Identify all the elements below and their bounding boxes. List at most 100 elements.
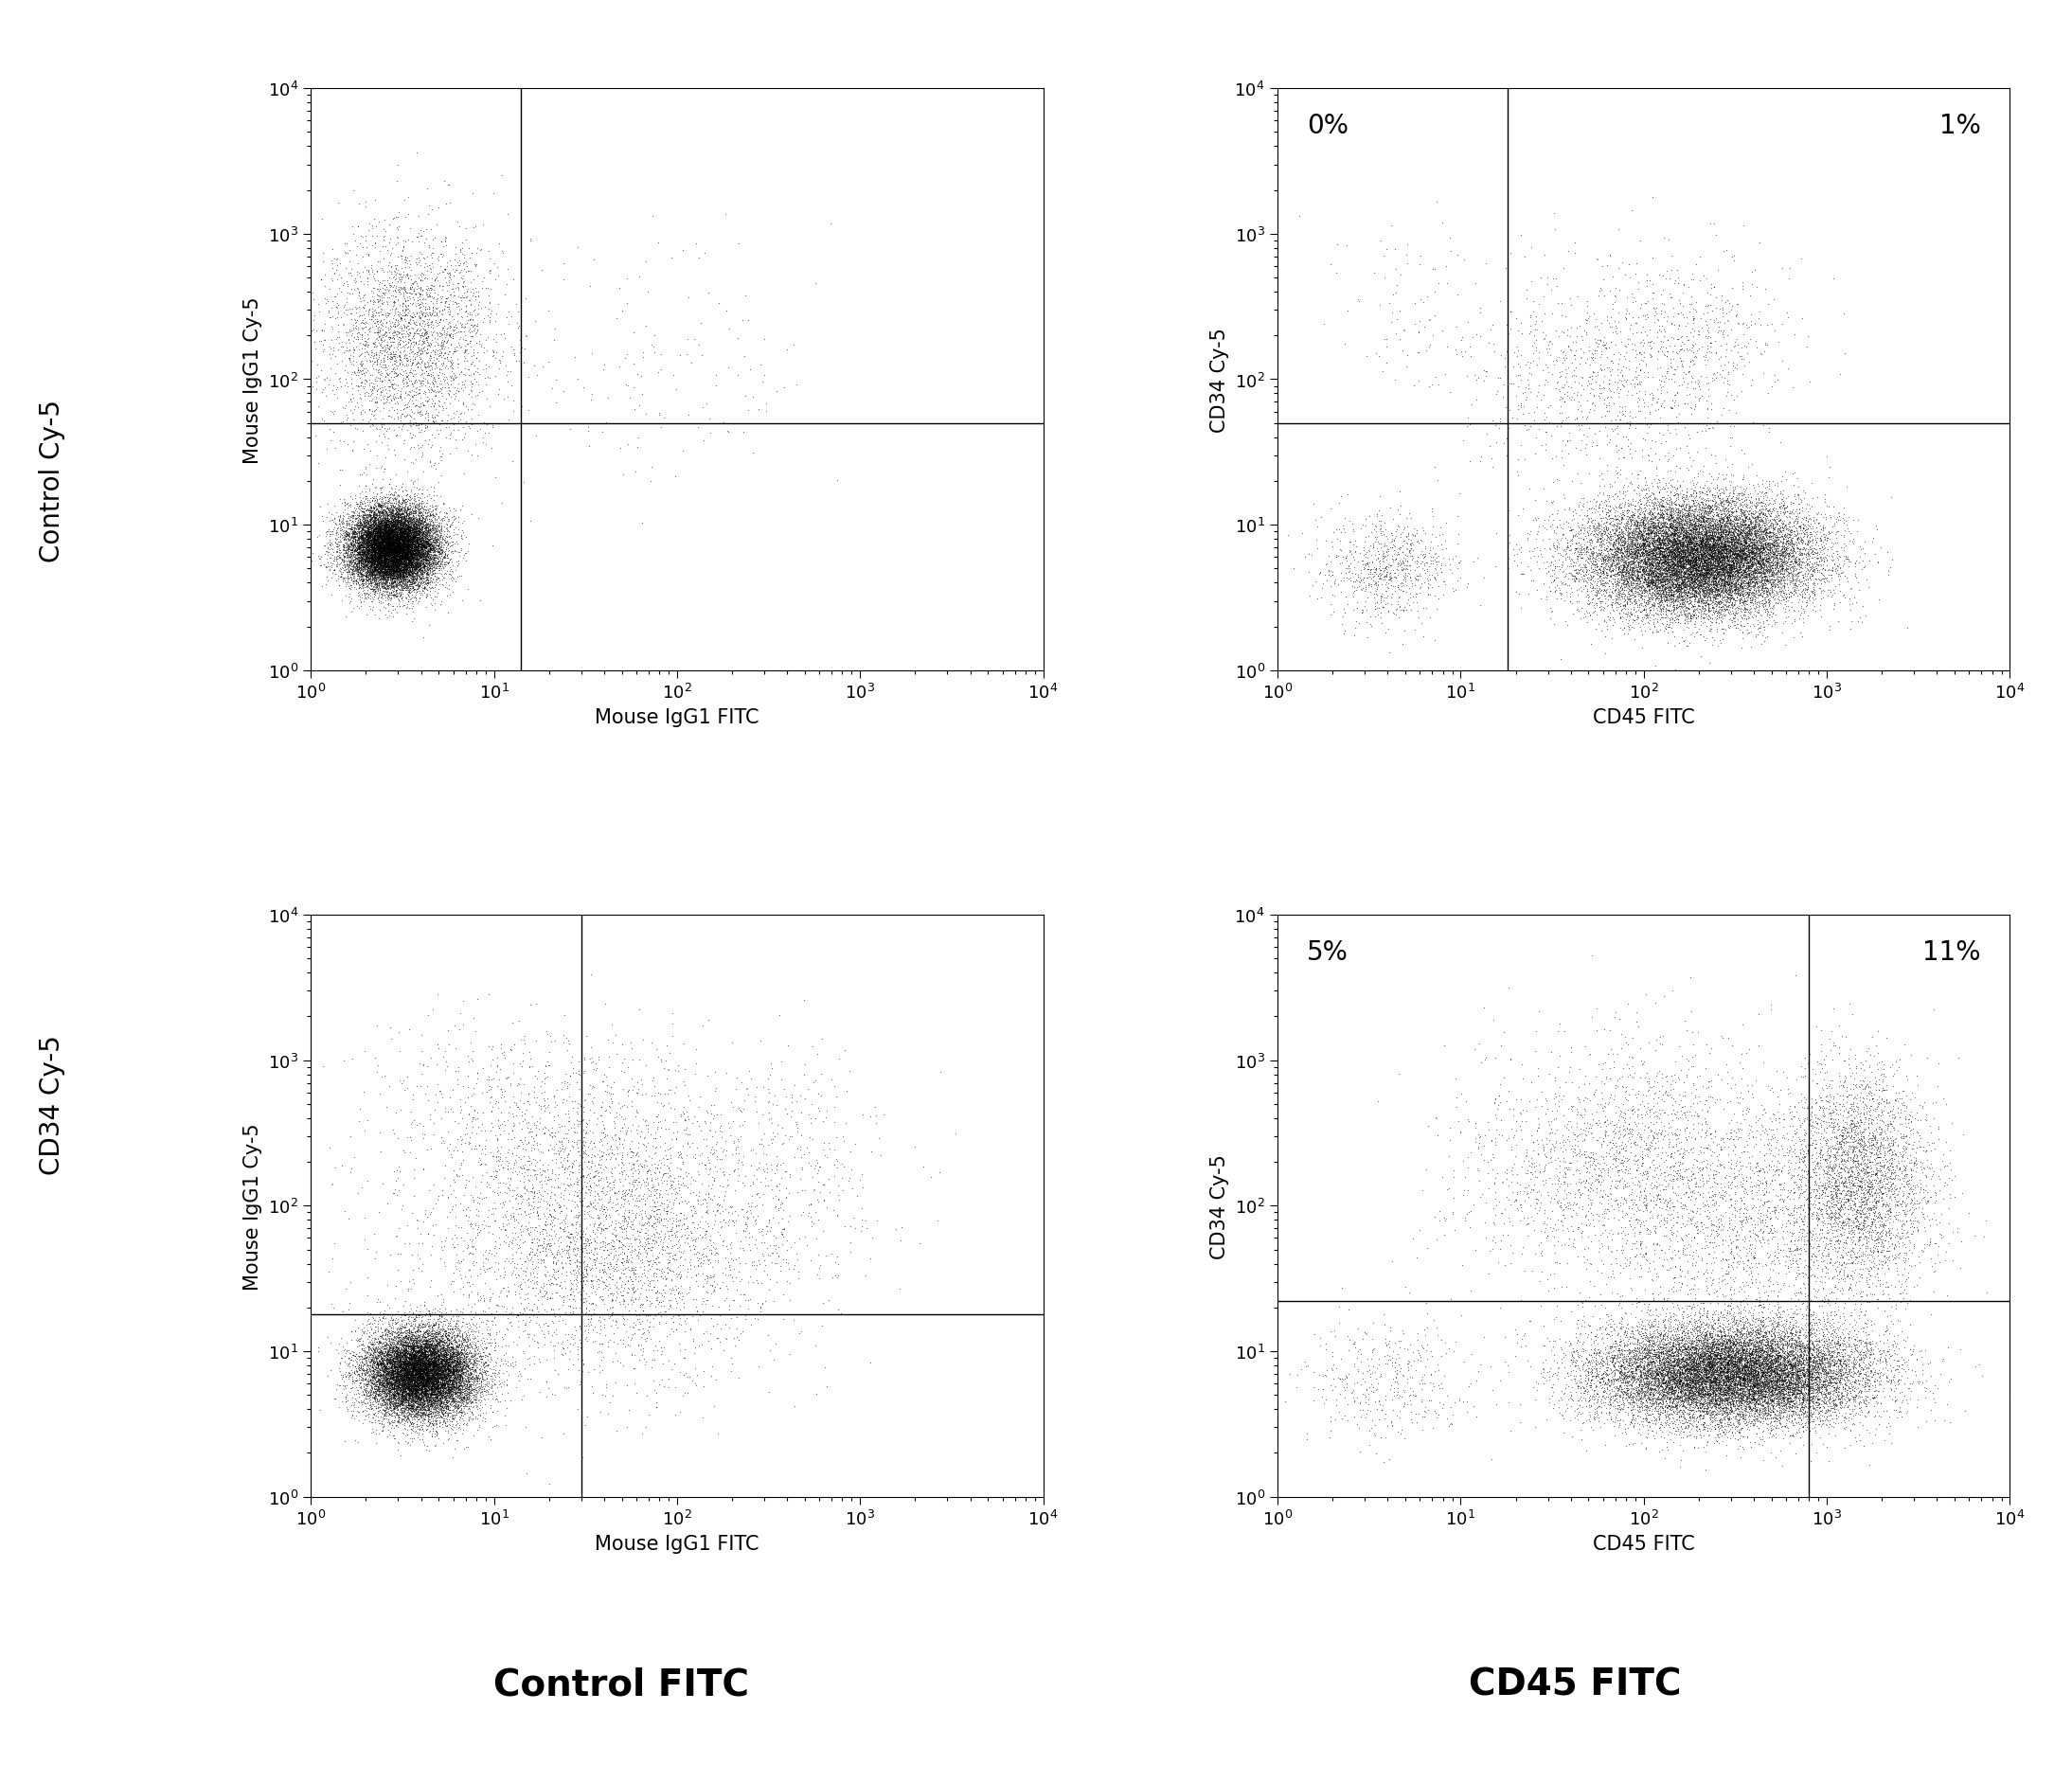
Point (365, 547, 398, 576)
Point (367, 1385, 400, 1413)
Point (354, 536, 387, 565)
Point (1643, 1320, 1676, 1349)
Point (1653, 1394, 1687, 1422)
Point (412, 501, 445, 529)
Point (1828, 1187, 1861, 1215)
Point (1850, 1342, 1883, 1370)
Point (1722, 1392, 1755, 1420)
Point (410, 1331, 443, 1360)
Point (431, 406, 464, 435)
Point (1726, 1367, 1759, 1395)
Point (669, 1107, 702, 1135)
Point (1587, 1381, 1620, 1410)
Point (1852, 1365, 1886, 1394)
Point (1658, 592, 1691, 620)
Point (1854, 1340, 1888, 1369)
Point (1695, 1320, 1728, 1349)
Point (373, 531, 406, 560)
Point (1672, 533, 1705, 561)
Point (1732, 453, 1765, 481)
Point (1631, 1099, 1664, 1128)
Point (373, 1358, 406, 1386)
Point (361, 314, 394, 342)
Point (1664, 1413, 1697, 1442)
Point (1598, 572, 1631, 601)
Point (1680, 565, 1714, 593)
Point (1610, 576, 1643, 604)
Point (383, 515, 416, 544)
Point (1380, 1381, 1413, 1410)
Point (392, 531, 425, 560)
Point (1716, 1247, 1749, 1276)
Point (383, 524, 416, 552)
Point (1745, 1376, 1778, 1404)
Point (1697, 529, 1730, 558)
Point (344, 1374, 377, 1402)
Point (1753, 1354, 1786, 1383)
Point (396, 544, 429, 572)
Point (1784, 1171, 1817, 1199)
Point (1705, 1267, 1738, 1296)
Point (1782, 1386, 1815, 1415)
Point (1587, 1347, 1620, 1376)
Point (1726, 1338, 1759, 1367)
Point (1374, 212, 1407, 241)
Point (1639, 520, 1672, 549)
Point (398, 542, 431, 570)
Point (1697, 1224, 1730, 1253)
Point (1600, 522, 1633, 551)
Point (398, 1374, 431, 1402)
Point (1830, 1128, 1863, 1157)
Point (1879, 1124, 1912, 1153)
Point (1674, 584, 1707, 613)
Point (400, 567, 433, 595)
Point (1699, 597, 1732, 625)
Point (365, 567, 398, 595)
Point (1749, 1381, 1782, 1410)
Point (412, 1331, 445, 1360)
Point (338, 540, 371, 568)
Point (1668, 549, 1701, 577)
Point (402, 542, 435, 570)
Point (367, 540, 400, 568)
Point (1767, 1392, 1801, 1420)
Point (1798, 1114, 1832, 1142)
Point (1740, 1369, 1774, 1397)
Point (350, 513, 383, 542)
Point (1705, 1345, 1738, 1374)
Point (1778, 1369, 1811, 1397)
Point (363, 365, 396, 394)
Point (1486, 1199, 1519, 1228)
Point (1660, 1372, 1693, 1401)
Point (350, 529, 383, 558)
Point (412, 1320, 445, 1349)
Point (1757, 1214, 1790, 1242)
Point (607, 1091, 640, 1119)
Point (1836, 1149, 1869, 1178)
Point (1732, 1347, 1765, 1376)
Point (528, 1069, 562, 1098)
Point (1782, 551, 1815, 579)
Point (1678, 1361, 1711, 1390)
Point (381, 1388, 414, 1417)
Point (1620, 604, 1653, 633)
Point (1643, 577, 1676, 606)
Point (365, 520, 398, 549)
Point (611, 372, 644, 401)
Point (1585, 560, 1618, 588)
Point (408, 1372, 441, 1401)
Point (1682, 544, 1716, 572)
Point (1575, 563, 1608, 592)
Point (1747, 1370, 1780, 1399)
Point (414, 1353, 448, 1381)
Point (512, 1320, 545, 1349)
Point (1705, 1358, 1738, 1386)
Point (1794, 1344, 1828, 1372)
Point (1689, 1385, 1722, 1413)
Point (1830, 1064, 1863, 1092)
Point (392, 533, 425, 561)
Point (1796, 1345, 1830, 1374)
Point (1728, 1361, 1761, 1390)
Point (402, 1347, 435, 1376)
Point (375, 1338, 408, 1367)
